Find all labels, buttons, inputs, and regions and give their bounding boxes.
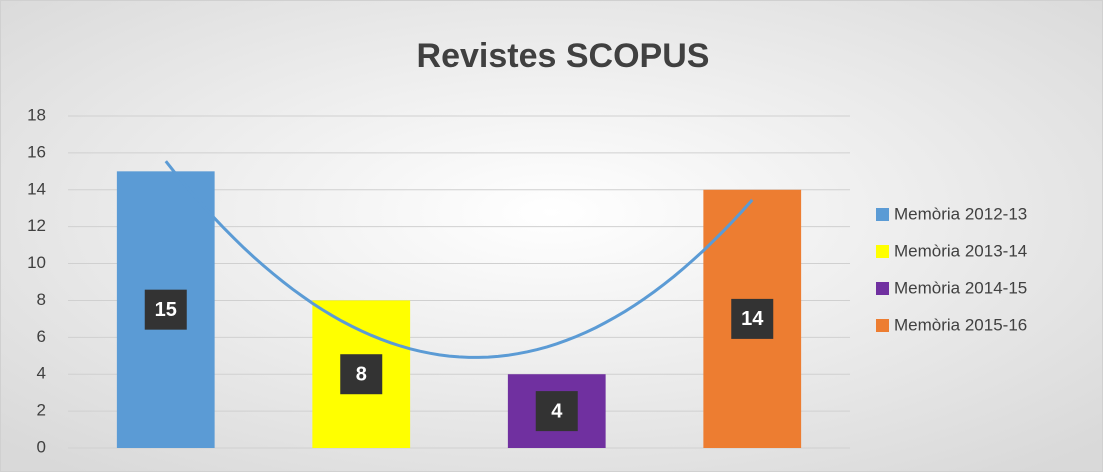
y-tick-label: 14 [27, 179, 46, 198]
legend-swatch [876, 245, 889, 258]
legend-label: Memòria 2012-13 [894, 204, 1027, 223]
data-label-box [144, 289, 187, 330]
data-label: 4 [535, 391, 578, 432]
legend-swatch [876, 282, 889, 295]
trendline [164, 160, 754, 359]
data-label-text: 8 [356, 364, 367, 386]
data-label-box [535, 391, 578, 432]
data-label: 14 [731, 298, 774, 339]
data-label-box [731, 298, 774, 339]
y-tick-label: 8 [37, 290, 46, 309]
legend-label: Memòria 2015-16 [894, 315, 1027, 334]
y-tick-label: 0 [37, 437, 46, 456]
data-label: 8 [340, 354, 383, 395]
y-tick-label: 18 [27, 105, 46, 124]
y-tick-label: 12 [27, 216, 46, 235]
data-label-text: 15 [155, 299, 177, 321]
y-tick-label: 4 [37, 364, 46, 383]
y-tick-label: 6 [37, 327, 46, 346]
y-tick-label: 10 [27, 253, 46, 272]
data-label-box [340, 354, 383, 395]
legend-label: Memòria 2013-14 [894, 241, 1027, 260]
data-label-text: 14 [741, 308, 764, 330]
data-label: 15 [144, 289, 187, 330]
legend-swatch [876, 208, 889, 221]
legend-swatch [876, 319, 889, 332]
chart-title: Revistes SCOPUS [417, 37, 710, 75]
y-tick-label: 2 [37, 401, 46, 420]
legend-label: Memòria 2014-15 [894, 278, 1027, 297]
data-label-text: 4 [551, 400, 563, 422]
y-tick-label: 16 [27, 142, 46, 161]
